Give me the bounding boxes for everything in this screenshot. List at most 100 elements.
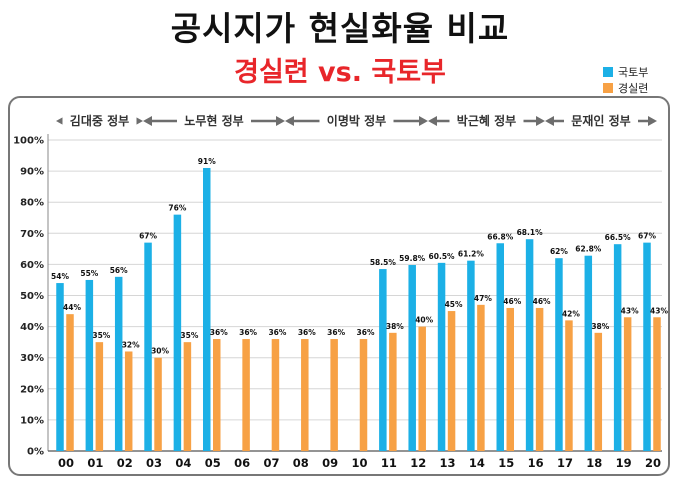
bar-molit [437,262,446,451]
bar-ccej [95,342,104,451]
data-label-molit: 60.5% [429,252,456,261]
x-tick-label: 12 [410,456,426,470]
x-tick-label: 02 [117,456,133,470]
data-label-molit: 67% [638,232,656,241]
data-label-ccej: 36% [357,328,375,337]
data-label-molit: 67% [139,232,157,241]
era-label-bg [319,111,394,129]
x-tick-label: 18 [586,456,602,470]
data-label-ccej: 46% [503,297,521,306]
data-label-ccej: 44% [63,303,81,312]
x-tick-label: 03 [146,456,162,470]
bar-ccej [594,332,603,451]
data-label-ccej: 38% [386,322,404,331]
x-tick-label: 20 [645,456,661,470]
y-tick-label: 90% [20,167,44,178]
y-tick-label: 10% [20,415,44,426]
x-tick-label: 16 [528,456,544,470]
era-arrow-head-right [276,116,285,126]
legend-swatch-molit [603,67,613,77]
y-tick-label: 80% [20,198,44,209]
era-label: 김대중 정부 [70,113,129,128]
bar-molit [496,243,504,451]
y-tick-label: 20% [20,384,44,395]
legend-label-ccej: 경실련 [618,82,649,95]
y-tick-label: 100% [13,136,44,147]
data-label-ccej: 36% [327,328,345,337]
x-tick-label: 15 [498,456,514,470]
data-label-molit: 76% [168,204,186,213]
era-arrow-head-right [648,116,657,126]
bar-molit [643,242,651,451]
bar-ccej [447,311,456,451]
x-tick-label: 13 [440,456,456,470]
legend-swatch-ccej [603,83,613,93]
data-label-ccej: 46% [533,297,551,306]
x-tick-label: 06 [234,456,250,470]
legend-label-molit: 국토부 [618,66,649,79]
bar-ccej [213,339,221,451]
era-label-bg [449,111,524,129]
data-label-ccej: 36% [210,328,228,337]
data-label-ccej: 30% [151,347,169,356]
data-label-molit: 68.1% [517,228,544,237]
legend-item-ccej: 경실련 [603,80,648,96]
x-tick-label: 19 [616,456,632,470]
data-label-molit: 66.5% [605,233,632,242]
x-tick-label: 05 [205,456,221,470]
data-label-molit: 61.2% [458,250,485,259]
bar-molit [56,283,64,451]
data-label-molit: 66.8% [487,232,514,241]
data-label-ccej: 38% [591,322,609,331]
era-arrow-head-left [285,116,294,126]
y-tick-label: 30% [20,353,44,364]
bar-molit [173,214,182,451]
era-arrow-head-left [545,116,554,126]
data-label-molit: 59.8% [399,254,426,263]
bar-ccej [359,339,368,451]
bar-ccej [301,339,309,451]
data-label-ccej: 43% [621,306,639,315]
era-arrow-head-left [428,116,437,126]
data-label-molit: 62% [550,247,568,256]
bar-ccej [535,307,544,451]
data-label-ccej: 36% [268,328,286,337]
bar-ccej [418,326,426,451]
bar-molit [114,276,123,451]
x-tick-label: 11 [381,456,397,470]
x-tick-label: 14 [469,456,485,470]
bar-molit [85,279,94,451]
bar-molit [379,269,387,451]
bar-ccej [330,339,338,451]
bar-ccej [154,357,162,451]
data-label-ccej: 35% [180,331,198,340]
era-arrow-head-left [143,116,152,126]
y-tick-label: 40% [20,322,44,333]
bar-molit [408,265,416,451]
data-label-molit: 54% [51,272,69,281]
data-label-molit: 62.8% [575,245,602,254]
bar-ccej [124,351,133,451]
data-label-molit: 91% [198,157,216,166]
era-label: 노무현 정부 [184,113,243,128]
data-label-ccej: 42% [562,309,580,318]
data-label-ccej: 40% [415,316,433,325]
era-label: 박근혜 정부 [457,113,516,128]
era-label-bg [564,111,638,129]
x-tick-label: 17 [557,456,573,470]
y-tick-label: 50% [20,291,44,302]
era-label: 문재인 정부 [571,113,630,128]
x-tick-label: 10 [351,456,367,470]
data-label-molit: 58.5% [370,258,397,267]
data-label-ccej: 36% [239,328,257,337]
data-label-ccej: 45% [445,300,463,309]
bar-molit [584,255,593,451]
legend-item-molit: 국토부 [603,64,648,80]
data-label-ccej: 43% [650,306,668,315]
data-label-ccej: 35% [92,331,110,340]
bar-molit [555,258,563,451]
y-tick-label: 0% [27,447,44,458]
bar-ccej [477,304,485,451]
y-tick-label: 70% [20,229,44,240]
chart-title: 공시지가 현실화율 비교 [170,9,510,48]
